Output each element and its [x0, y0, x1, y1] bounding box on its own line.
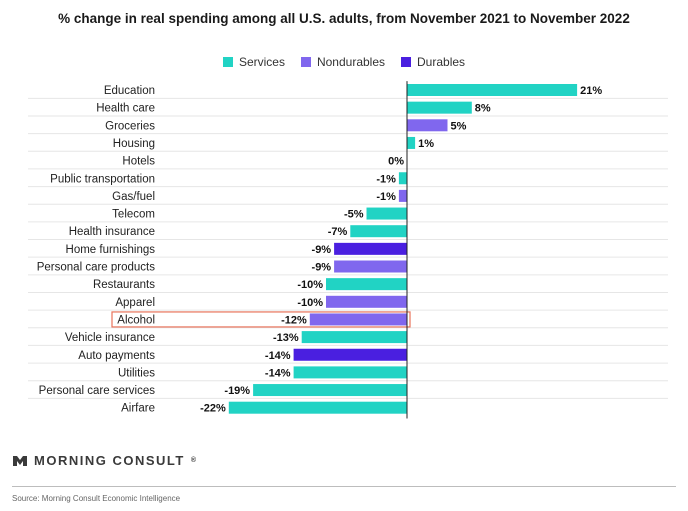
category-label: Health insurance: [69, 226, 155, 238]
bar: [334, 260, 407, 273]
value-label: -1%: [376, 191, 396, 203]
bar: [407, 101, 472, 114]
category-label: Groceries: [105, 120, 155, 132]
value-label: 8%: [475, 103, 491, 115]
bar: [398, 172, 407, 185]
value-label: -5%: [344, 209, 364, 221]
category-label: Auto payments: [78, 350, 155, 362]
bar: [398, 189, 407, 202]
value-label: -22%: [200, 403, 226, 415]
legend-item-nondurables: Nondurables: [300, 55, 386, 69]
category-label: Gas/fuel: [112, 191, 155, 203]
legend-swatch-nondurables: [300, 57, 311, 67]
legend-item-durables: Durables: [401, 55, 465, 69]
value-label: 5%: [451, 120, 467, 132]
bar: [366, 207, 407, 220]
value-label: -19%: [224, 385, 250, 397]
category-label: Housing: [113, 138, 155, 150]
value-label: -10%: [297, 297, 323, 309]
highlight-box: [111, 311, 411, 328]
legend: Services Nondurables Durables: [0, 55, 688, 69]
value-label: 1%: [418, 138, 434, 150]
category-label: Public transportation: [50, 173, 155, 185]
bar-chart: Education 21% Health care 8% Groceries 5% Hous…: [28, 81, 668, 419]
category-label: Health care: [96, 103, 155, 115]
brand-logo: MORNING CONSULT ®: [12, 453, 196, 468]
value-label: -13%: [273, 332, 299, 344]
category-label: Education: [104, 85, 155, 97]
morning-consult-logo-icon: [13, 455, 27, 466]
source-note: Source: Morning Consult Economic Intelli…: [12, 494, 181, 503]
bar: [334, 242, 407, 255]
bar: [407, 119, 448, 132]
bar: [326, 295, 407, 308]
bar: [407, 136, 416, 149]
category-label: Apparel: [115, 297, 155, 309]
bar: [293, 348, 407, 361]
category-label: Utilities: [118, 367, 155, 379]
bar: [407, 84, 578, 96]
category-label: Airfare: [121, 403, 155, 415]
footer-divider: [12, 486, 676, 487]
value-label: 0%: [388, 156, 404, 168]
legend-swatch-services: [222, 57, 233, 67]
value-label: -1%: [376, 173, 396, 185]
legend-swatch-durables: [401, 57, 412, 67]
category-label: Personal care services: [39, 385, 156, 397]
category-label: Hotels: [122, 156, 155, 168]
value-label: -9%: [312, 244, 332, 256]
category-label: Alcohol: [117, 314, 155, 326]
value-label: -12%: [281, 314, 307, 326]
bar: [228, 401, 407, 414]
value-label: -14%: [265, 367, 291, 379]
legend-label-durables: Durables: [417, 55, 466, 69]
bar: [326, 278, 407, 291]
bar: [309, 313, 407, 326]
legend-label-services: Services: [238, 55, 285, 69]
brand-name: MORNING CONSULT: [34, 453, 185, 468]
category-label: Home furnishings: [66, 244, 156, 256]
value-label: -7%: [328, 226, 348, 238]
legend-item-services: Services: [222, 55, 285, 69]
value-label: 21%: [580, 85, 602, 97]
bar: [301, 331, 407, 344]
category-label: Personal care products: [37, 262, 156, 274]
bar: [293, 366, 407, 379]
category-label: Restaurants: [93, 279, 155, 291]
value-label: -14%: [265, 350, 291, 362]
bar: [253, 384, 407, 397]
chart-title: % change in real spending among all U.S.…: [58, 11, 630, 26]
category-label: Vehicle insurance: [65, 332, 155, 344]
brand-registered-mark: ®: [190, 457, 196, 464]
legend-label-nondurables: Nondurables: [316, 55, 386, 69]
value-label: -10%: [297, 279, 323, 291]
bar: [350, 225, 407, 238]
value-label: -9%: [312, 262, 332, 274]
category-label: Telecom: [112, 209, 155, 221]
